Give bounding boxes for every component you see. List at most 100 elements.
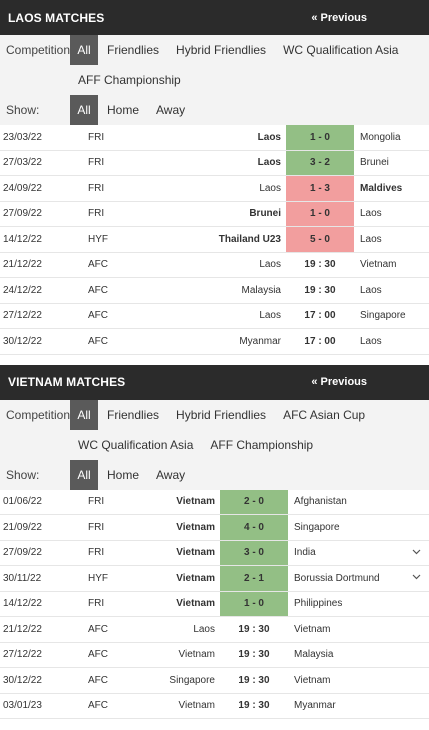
home-team: Brunei [249, 208, 281, 220]
home-team: Vietnam [176, 496, 215, 508]
match-row[interactable]: 27/12/22 AFC Vietnam 19 : 30 Malaysia [0, 643, 429, 668]
match-row[interactable]: 14/12/22 FRI Vietnam 1 - 0 Philippines [0, 591, 429, 617]
match-date: 27/12/22 [3, 649, 42, 661]
match-score: 19 : 30 [304, 259, 336, 271]
home-team: Vietnam [178, 649, 215, 661]
vietnam-comp-afc-asian-cup[interactable]: AFC Asian Cup [283, 407, 366, 422]
home-team: Malaysia [241, 284, 281, 296]
match-date: 27/09/22 [3, 208, 42, 220]
vietnam-comp-hybrid-friendlies[interactable]: Hybrid Friendlies [176, 407, 267, 422]
match-competition: HYF [88, 572, 108, 584]
vietnam-competition-row: Competition: All Friendlies Hybrid Frien… [0, 399, 429, 430]
match-score: 2 - 1 [220, 566, 288, 591]
home-team: Myanmar [239, 335, 281, 347]
laos-competition-row: Competition: All Friendlies Hybrid Frien… [0, 35, 429, 65]
match-date: 30/11/22 [3, 572, 42, 584]
match-score: 3 - 0 [220, 540, 288, 565]
match-score: 1 - 0 [286, 125, 354, 150]
home-team: Vietnam [176, 572, 215, 584]
match-score: 1 - 0 [286, 201, 354, 226]
away-team: Vietnam [294, 674, 331, 686]
match-score: 17 : 00 [304, 310, 336, 322]
away-team: Vietnam [294, 623, 331, 635]
home-team: Laos [259, 182, 281, 194]
match-score: 19 : 30 [238, 674, 270, 686]
laos-previous-link[interactable]: « Previous [311, 11, 367, 24]
away-team: Philippines [294, 598, 343, 610]
match-row[interactable]: 21/09/22 FRI Vietnam 4 - 0 Singapore [0, 515, 429, 541]
vietnam-show-row: Show: All Home Away [0, 459, 429, 490]
laos-show-all[interactable]: All [70, 95, 98, 125]
match-score: 5 - 0 [286, 227, 354, 252]
match-row[interactable]: 27/09/22 FRI Vietnam 3 - 0 India [0, 540, 429, 566]
home-team: Thailand U23 [218, 233, 281, 245]
match-date: 01/06/22 [3, 496, 42, 508]
laos-comp-aff-championship[interactable]: AFF Championship [78, 73, 181, 87]
chevron-down-icon[interactable] [412, 547, 421, 558]
match-row[interactable]: 30/11/22 HYF Vietnam 2 - 1 Borussia Dortmund [0, 566, 429, 592]
laos-comp-friendlies[interactable]: Friendlies [107, 43, 160, 57]
vietnam-previous-link[interactable]: « Previous [311, 376, 367, 388]
away-team: Brunei [360, 157, 389, 169]
laos-comp-hybrid-friendlies[interactable]: Hybrid Friendlies [176, 43, 267, 57]
match-row[interactable]: 27/12/22 AFC Laos 17 : 00 Singapore [0, 304, 429, 329]
match-row[interactable]: 30/12/22 AFC Myanmar 17 : 00 Laos [0, 329, 429, 355]
vietnam-show-away[interactable]: Away [156, 467, 186, 482]
match-competition: AFC [88, 310, 108, 322]
match-row[interactable]: 27/09/22 FRI Brunei 1 - 0 Laos [0, 201, 429, 227]
home-team: Vietnam [176, 521, 215, 533]
match-competition: HYF [88, 233, 108, 245]
laos-competition-label: Competition: [6, 43, 74, 57]
vietnam-show-label: Show: [6, 467, 40, 482]
laos-comp-wc-qualification[interactable]: WC Qualification Asia [283, 43, 399, 57]
vietnam-competition-row-2: WC Qualification Asia AFF Championship [0, 430, 429, 460]
match-row[interactable]: 24/09/22 FRI Laos 1 - 3 Maldives [0, 176, 429, 202]
laos-comp-all[interactable]: All [70, 35, 98, 65]
away-team: Laos [360, 233, 382, 245]
match-row[interactable]: 14/12/22 HYF Thailand U23 5 - 0 Laos [0, 227, 429, 253]
match-row[interactable]: 24/12/22 AFC Malaysia 19 : 30 Laos [0, 278, 429, 304]
home-team: Laos [257, 157, 281, 169]
away-team: Borussia Dortmund [294, 572, 380, 584]
vietnam-comp-friendlies[interactable]: Friendlies [107, 407, 160, 422]
match-row[interactable]: 01/06/22 FRI Vietnam 2 - 0 Afghanistan [0, 489, 429, 515]
match-score: 1 - 3 [286, 176, 354, 201]
match-row[interactable]: 30/12/22 AFC Singapore 19 : 30 Vietnam [0, 668, 429, 694]
match-row[interactable]: 03/01/23 AFC Vietnam 19 : 30 Myanmar [0, 694, 429, 719]
match-competition: AFC [88, 700, 108, 712]
away-team: India [294, 547, 316, 559]
match-date: 14/12/22 [3, 233, 42, 245]
match-score: 19 : 30 [238, 623, 270, 635]
match-row[interactable]: 21/12/22 AFC Laos 19 : 30 Vietnam [0, 617, 429, 643]
match-score: 19 : 30 [238, 700, 270, 712]
match-competition: AFC [88, 259, 108, 271]
vietnam-comp-all[interactable]: All [70, 399, 98, 430]
section-gap [0, 354, 429, 365]
match-date: 27/12/22 [3, 310, 42, 322]
vietnam-title: VIETNAM MATCHES [8, 375, 126, 389]
match-competition: AFC [88, 284, 108, 296]
vietnam-show-home[interactable]: Home [107, 467, 140, 482]
home-team: Laos [257, 131, 281, 143]
away-team: Afghanistan [294, 496, 347, 508]
match-date: 27/03/22 [3, 157, 42, 169]
vietnam-comp-wc-qualification[interactable]: WC Qualification Asia [78, 437, 194, 452]
vietnam-show-all[interactable]: All [70, 459, 98, 490]
away-team: Laos [360, 335, 382, 347]
match-date: 24/12/22 [3, 284, 42, 296]
match-row[interactable]: 23/03/22 FRI Laos 1 - 0 Mongolia [0, 125, 429, 151]
away-team: Vietnam [360, 259, 397, 271]
match-date: 23/03/22 [3, 131, 42, 143]
chevron-down-icon[interactable] [412, 572, 421, 583]
laos-show-home[interactable]: Home [107, 103, 140, 117]
vietnam-comp-aff-championship[interactable]: AFF Championship [210, 437, 314, 452]
match-row[interactable]: 21/12/22 AFC Laos 19 : 30 Vietnam [0, 253, 429, 278]
match-row[interactable]: 27/03/22 FRI Laos 3 - 2 Brunei [0, 150, 429, 176]
match-score: 4 - 0 [220, 515, 288, 540]
match-date: 21/09/22 [3, 521, 42, 533]
laos-show-away[interactable]: Away [156, 103, 186, 117]
match-competition: FRI [88, 208, 105, 220]
home-team: Vietnam [178, 700, 215, 712]
match-competition: AFC [88, 623, 108, 635]
match-score: 19 : 30 [304, 284, 336, 296]
